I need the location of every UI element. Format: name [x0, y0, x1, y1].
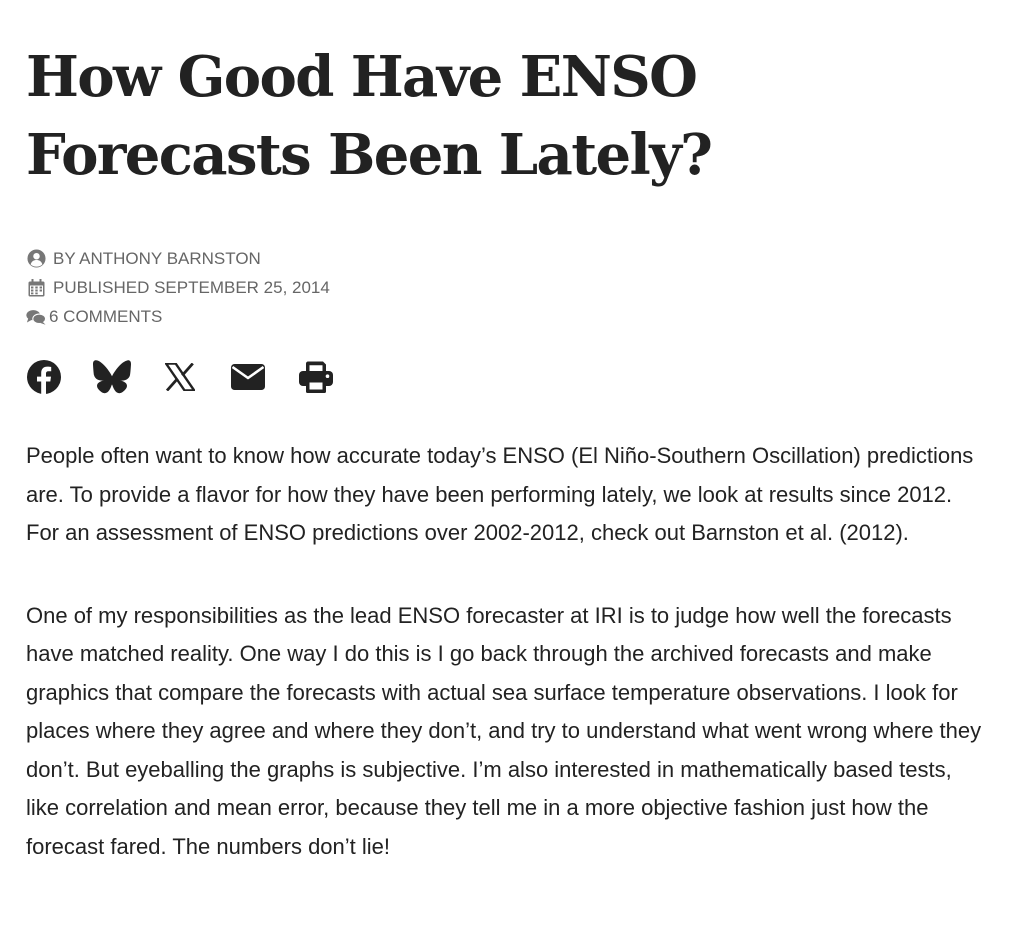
author-row: By Anthony Barnston	[26, 244, 986, 273]
author-name[interactable]: By Anthony Barnston	[53, 248, 261, 268]
comments-icon	[26, 307, 46, 327]
share-bar	[26, 355, 986, 399]
article: How Good Have ENSO Forecasts Been Lately…	[26, 38, 986, 910]
publish-date: Published September 25, 2014	[53, 277, 330, 297]
comments-link[interactable]: 6 Comments	[49, 306, 163, 326]
published-row: Published September 25, 2014	[26, 273, 986, 302]
body-paragraph-2: One of my responsibilities as the lead E…	[26, 602, 982, 859]
article-body: People often want to know how accurate t…	[26, 437, 986, 866]
article-meta: By Anthony Barnston	[26, 244, 986, 331]
body-paragraph-1: People often want to know how accurate t…	[26, 443, 974, 545]
bluesky-icon[interactable]	[90, 355, 134, 399]
calendar-icon	[26, 278, 46, 298]
comments-row: 6 Comments	[26, 302, 986, 331]
user-circle-icon	[26, 249, 46, 269]
email-icon[interactable]	[226, 355, 270, 399]
x-icon[interactable]	[158, 355, 202, 399]
print-icon[interactable]	[294, 355, 338, 399]
article-title: How Good Have ENSO Forecasts Been Lately…	[26, 44, 713, 188]
facebook-icon[interactable]	[22, 355, 66, 399]
